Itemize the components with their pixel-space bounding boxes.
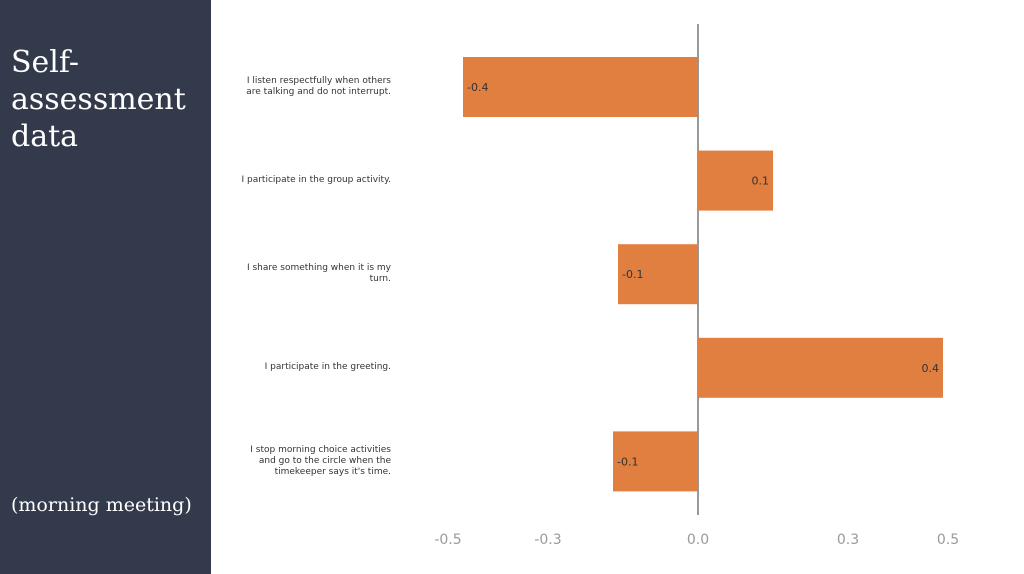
bar-1 <box>698 150 773 211</box>
slide-subtitle: (morning meeting) <box>11 494 192 516</box>
bar-2 <box>618 244 698 305</box>
category-label-2: I share something when it is my turn. <box>246 263 391 285</box>
x-tick-label-2: 0.0 <box>687 532 709 548</box>
category-label-0: I listen respectfully when others are ta… <box>246 76 391 97</box>
data-label-0: -0.4 <box>467 81 488 94</box>
bar-3 <box>698 337 943 398</box>
data-label-1: 0.1 <box>752 175 770 188</box>
x-tick-label-4: 0.5 <box>937 532 959 548</box>
bar-chart: -0.4 0.1 -0.1 0.4 -0.1 -0.5 -0.3 0.0 0.3 0.5 <box>434 24 959 548</box>
data-label-3: 0.4 <box>922 362 940 375</box>
x-tick-label-0: -0.5 <box>434 532 461 548</box>
category-label-3: I participate in the greeting. <box>264 362 391 373</box>
sidebar: Self-assessment data (morning meeting) <box>0 0 211 574</box>
x-tick-label-3: 0.3 <box>837 532 859 548</box>
category-label-1: I participate in the group activity. <box>241 175 391 186</box>
x-tick-label-1: -0.3 <box>534 532 561 548</box>
data-label-2: -0.1 <box>622 268 643 281</box>
data-label-4: -0.1 <box>617 455 638 468</box>
bar-0 <box>463 57 698 117</box>
bar-4 <box>613 431 698 492</box>
slide-title: Self-assessment data <box>11 45 186 154</box>
category-label-4: I stop morning choice activities and go … <box>250 444 391 477</box>
